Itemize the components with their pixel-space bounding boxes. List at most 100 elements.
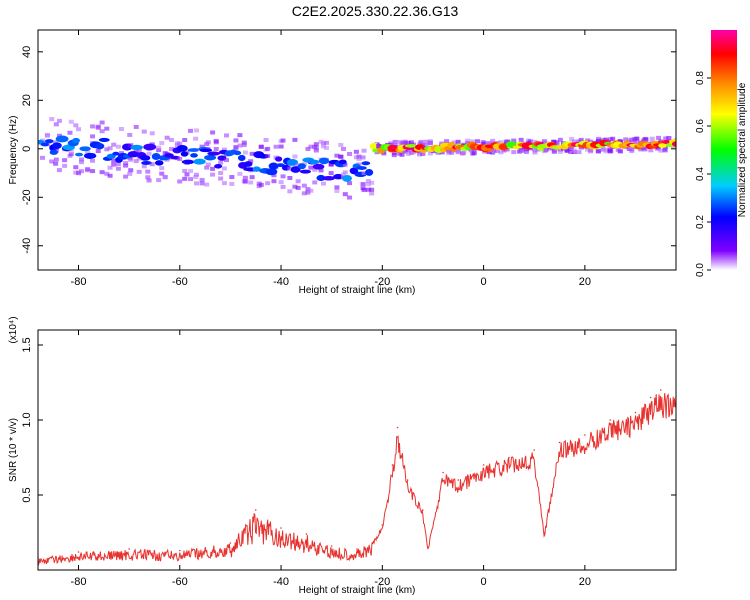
spectrogram-cell <box>128 157 134 162</box>
snr-data-point <box>660 389 662 391</box>
spectrogram-cell <box>308 159 320 165</box>
spectrogram-cell <box>193 136 199 141</box>
spectrogram-cell <box>242 150 248 155</box>
snr-data-point <box>634 411 637 414</box>
spectrogram-cell <box>145 169 151 174</box>
spectrogram-cell <box>626 146 632 151</box>
spectrogram-cell <box>99 170 105 175</box>
spectrogram-cell <box>187 148 199 152</box>
spectrogram-cell <box>56 118 62 123</box>
spectrogram-cell <box>340 146 346 151</box>
snr-y-tick-label: 1.5 <box>21 337 33 352</box>
spectrogram-cell <box>53 140 59 145</box>
snr-x-label: Height of straight line (km) <box>299 585 416 596</box>
spectrogram-cell <box>603 147 609 152</box>
spectrogram-cell <box>223 133 229 138</box>
spectrogram-cell <box>334 153 340 158</box>
snr-data-point <box>457 479 460 481</box>
spectrogram-cell <box>79 169 85 174</box>
spectrogram-cell <box>320 144 326 149</box>
spectrogram-cell <box>312 180 318 185</box>
spectrogram-cell <box>136 148 142 153</box>
spectrogram-cell <box>663 136 669 141</box>
colorbar-tick-label: 0.4 <box>695 167 706 181</box>
spectrogram-cell <box>662 147 668 152</box>
spectrogram-cell <box>333 173 344 180</box>
spectrogram-cell <box>90 158 96 163</box>
spectrogram-cell <box>313 142 319 147</box>
spectrogram-cell <box>505 139 511 144</box>
spectrogram-cell <box>136 156 142 161</box>
spectrogram-cell <box>190 153 198 158</box>
spectrogram-cell <box>360 182 366 187</box>
spectrogram-cell <box>128 143 134 148</box>
spectrogram-cell <box>99 120 105 125</box>
spectrogram-cell <box>79 146 91 152</box>
snr-data-point <box>427 546 429 549</box>
spectrogram-cell <box>218 160 224 165</box>
spectrogram-cell <box>365 179 371 184</box>
spectrogram-cell <box>677 143 682 147</box>
spectrogram-cell <box>133 159 139 164</box>
spectrogram-cell <box>265 146 271 151</box>
spectrogram-cell <box>349 167 359 175</box>
snr-data-point <box>381 524 384 526</box>
spectrogram-cell <box>369 187 375 192</box>
spectrogram-cell <box>218 176 224 181</box>
spectrogram-cell <box>265 168 278 176</box>
spectrogram-cell <box>39 155 45 160</box>
spectrogram-cell <box>107 173 113 178</box>
spectrogram-cell <box>90 169 96 174</box>
colorbar: 0.0 0.2 0.4 0.6 0.8 Normalized spectral ampl… <box>695 30 748 277</box>
spectrogram-cell <box>221 166 227 171</box>
spectrogram-cell <box>210 166 216 171</box>
spectrogram-cell <box>292 154 298 159</box>
spectrogram-cell <box>194 128 200 133</box>
spectrogram-cell <box>305 146 311 151</box>
spectrogram-cell <box>334 185 340 190</box>
spectrogram-cell <box>342 170 348 175</box>
spectrogram-cell <box>666 135 672 140</box>
spectrogram-cell <box>271 179 277 184</box>
spectrogram-cell <box>233 150 242 156</box>
colorbar-tick-label: 0.2 <box>695 215 706 229</box>
spectrogram-cell <box>177 141 183 146</box>
spectrogram-cell <box>564 148 570 153</box>
spectrogram-cell <box>99 129 105 134</box>
spectrogram-cell <box>243 161 253 167</box>
spectrogram-cell <box>418 140 424 145</box>
spectrogram-cell <box>470 139 476 144</box>
spectrogram-cell <box>265 181 271 186</box>
spectrogram-cell <box>295 179 301 184</box>
spectrogram-cell <box>146 151 152 156</box>
spectrogram-cell <box>188 169 194 174</box>
spectrogram-frame <box>37 29 677 271</box>
spectrogram-cell <box>72 137 81 144</box>
spectrogram-cell <box>518 137 524 142</box>
spectrogram-cell <box>111 142 117 147</box>
spectrogram-cell <box>205 162 211 167</box>
spectrogram-cell <box>532 150 538 155</box>
spectrogram-cell <box>44 139 54 144</box>
spectrogram-cell <box>482 141 488 146</box>
spectrogram-cell <box>75 152 84 157</box>
spectrogram-cell <box>365 168 374 176</box>
spectrogram-cell <box>532 148 538 153</box>
spectrogram-cell <box>258 182 264 187</box>
spectrogram-cell <box>229 175 235 180</box>
spectrogram-cell <box>181 159 195 165</box>
spectrogram-cell <box>67 130 73 135</box>
spectrogram-cell <box>353 149 359 154</box>
spectrogram-cell <box>342 175 352 182</box>
spectrogram-cell <box>76 127 82 132</box>
spectrogram-cell <box>49 117 55 122</box>
spectrogram-cell <box>223 158 229 163</box>
spectrogram-y-tick-label: -20 <box>21 189 33 205</box>
spectrogram-cell <box>292 137 298 142</box>
spectrogram-cell <box>164 135 170 140</box>
spectrogram-cell <box>62 163 68 168</box>
spectrogram-cell <box>83 152 97 159</box>
spectrogram-cell <box>618 149 624 154</box>
spectrogram-cell <box>576 150 582 155</box>
